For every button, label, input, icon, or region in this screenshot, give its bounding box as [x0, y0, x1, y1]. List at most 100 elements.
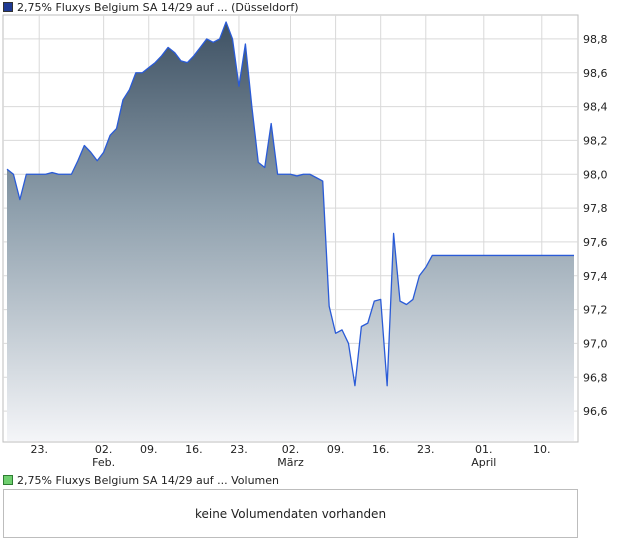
price-point: [213, 42, 214, 43]
y-tick-label: 96,8: [583, 371, 608, 384]
price-point: [561, 255, 562, 256]
x-tick-label: 02.: [282, 443, 300, 456]
price-point: [39, 174, 40, 175]
x-tick-label: 23.: [417, 443, 435, 456]
price-point: [187, 62, 188, 63]
x-tick-label: 01.: [475, 443, 493, 456]
price-point: [109, 135, 110, 136]
volume-empty-message: keine Volumendaten vorhanden: [194, 506, 387, 521]
price-point: [470, 255, 471, 256]
price-point: [251, 106, 252, 107]
price-point: [457, 255, 458, 256]
x-tick-label: 09.: [140, 443, 158, 456]
price-point: [329, 306, 330, 307]
price-point: [6, 169, 7, 170]
price-point: [393, 233, 394, 234]
price-point: [45, 174, 46, 175]
price-point: [174, 52, 175, 53]
y-tick-label: 98,4: [583, 101, 608, 114]
price-point: [129, 89, 130, 90]
x-tick-label: 16.: [372, 443, 390, 456]
x-tick-label: 10.: [533, 443, 551, 456]
price-point: [180, 60, 181, 61]
price-point: [432, 255, 433, 256]
price-point: [32, 174, 33, 175]
price-point: [19, 199, 20, 200]
x-month-label: April: [471, 456, 496, 469]
price-point: [277, 174, 278, 175]
x-tick-label: 02.: [95, 443, 113, 456]
price-point: [296, 175, 297, 176]
y-tick-label: 97,2: [583, 304, 608, 317]
y-tick-label: 96,6: [583, 405, 608, 418]
price-point: [264, 167, 265, 168]
price-point: [245, 43, 246, 44]
price-point: [554, 255, 555, 256]
price-point: [238, 86, 239, 87]
price-point: [148, 67, 149, 68]
price-point: [406, 304, 407, 305]
y-tick-label: 97,8: [583, 202, 608, 215]
price-point: [271, 123, 272, 124]
price-point: [232, 38, 233, 39]
y-tick-label: 97,0: [583, 337, 608, 350]
price-point: [71, 174, 72, 175]
price-point: [425, 267, 426, 268]
y-tick-label: 97,6: [583, 236, 608, 249]
y-tick-label: 97,4: [583, 270, 608, 283]
price-point: [509, 255, 510, 256]
price-point: [477, 255, 478, 256]
price-point: [116, 128, 117, 129]
price-area: [7, 22, 574, 441]
y-tick-label: 98,2: [583, 134, 608, 147]
price-point: [483, 255, 484, 256]
x-tick-label: 16.: [185, 443, 203, 456]
price-point: [52, 172, 53, 173]
price-point: [122, 99, 123, 100]
price-point: [412, 299, 413, 300]
price-point: [77, 160, 78, 161]
price-point: [97, 160, 98, 161]
price-point: [367, 323, 368, 324]
price-point: [225, 21, 226, 22]
price-point: [219, 38, 220, 39]
volume-legend-swatch: [3, 475, 13, 485]
price-point: [135, 72, 136, 73]
price-point: [167, 47, 168, 48]
price-point: [374, 301, 375, 302]
price-point: [335, 333, 336, 334]
price-point: [193, 55, 194, 56]
x-month-label: März: [277, 456, 304, 469]
price-legend-label: 2,75% Fluxys Belgium SA 14/29 auf ... (D…: [17, 0, 299, 14]
price-point: [309, 174, 310, 175]
price-point: [541, 255, 542, 256]
price-point: [380, 299, 381, 300]
price-point: [387, 385, 388, 386]
price-point: [419, 275, 420, 276]
price-point: [322, 180, 323, 181]
y-tick-label: 98,8: [583, 33, 608, 46]
price-point: [155, 62, 156, 63]
price-legend-swatch: [3, 2, 13, 12]
price-legend: 2,75% Fluxys Belgium SA 14/29 auf ... (D…: [3, 0, 299, 14]
price-point: [64, 174, 65, 175]
price-point: [361, 326, 362, 327]
x-tick-label: 09.: [327, 443, 345, 456]
y-tick-label: 98,0: [583, 168, 608, 181]
price-chart: 96,6 96,8 97,0 97,2 97,4 97,6 97,8 98,0 98,2 98,4…: [2, 14, 608, 469]
price-point: [573, 255, 574, 256]
price-point: [303, 174, 304, 175]
price-point: [535, 255, 536, 256]
price-point: [548, 255, 549, 256]
price-point: [522, 255, 523, 256]
price-line: [6, 21, 574, 387]
price-point: [13, 174, 14, 175]
x-month-label: Feb.: [92, 456, 115, 469]
price-point: [515, 255, 516, 256]
price-point: [58, 174, 59, 175]
price-point: [142, 72, 143, 73]
price-point: [283, 174, 284, 175]
price-point: [90, 152, 91, 153]
price-point: [399, 301, 400, 302]
price-point: [348, 343, 349, 344]
